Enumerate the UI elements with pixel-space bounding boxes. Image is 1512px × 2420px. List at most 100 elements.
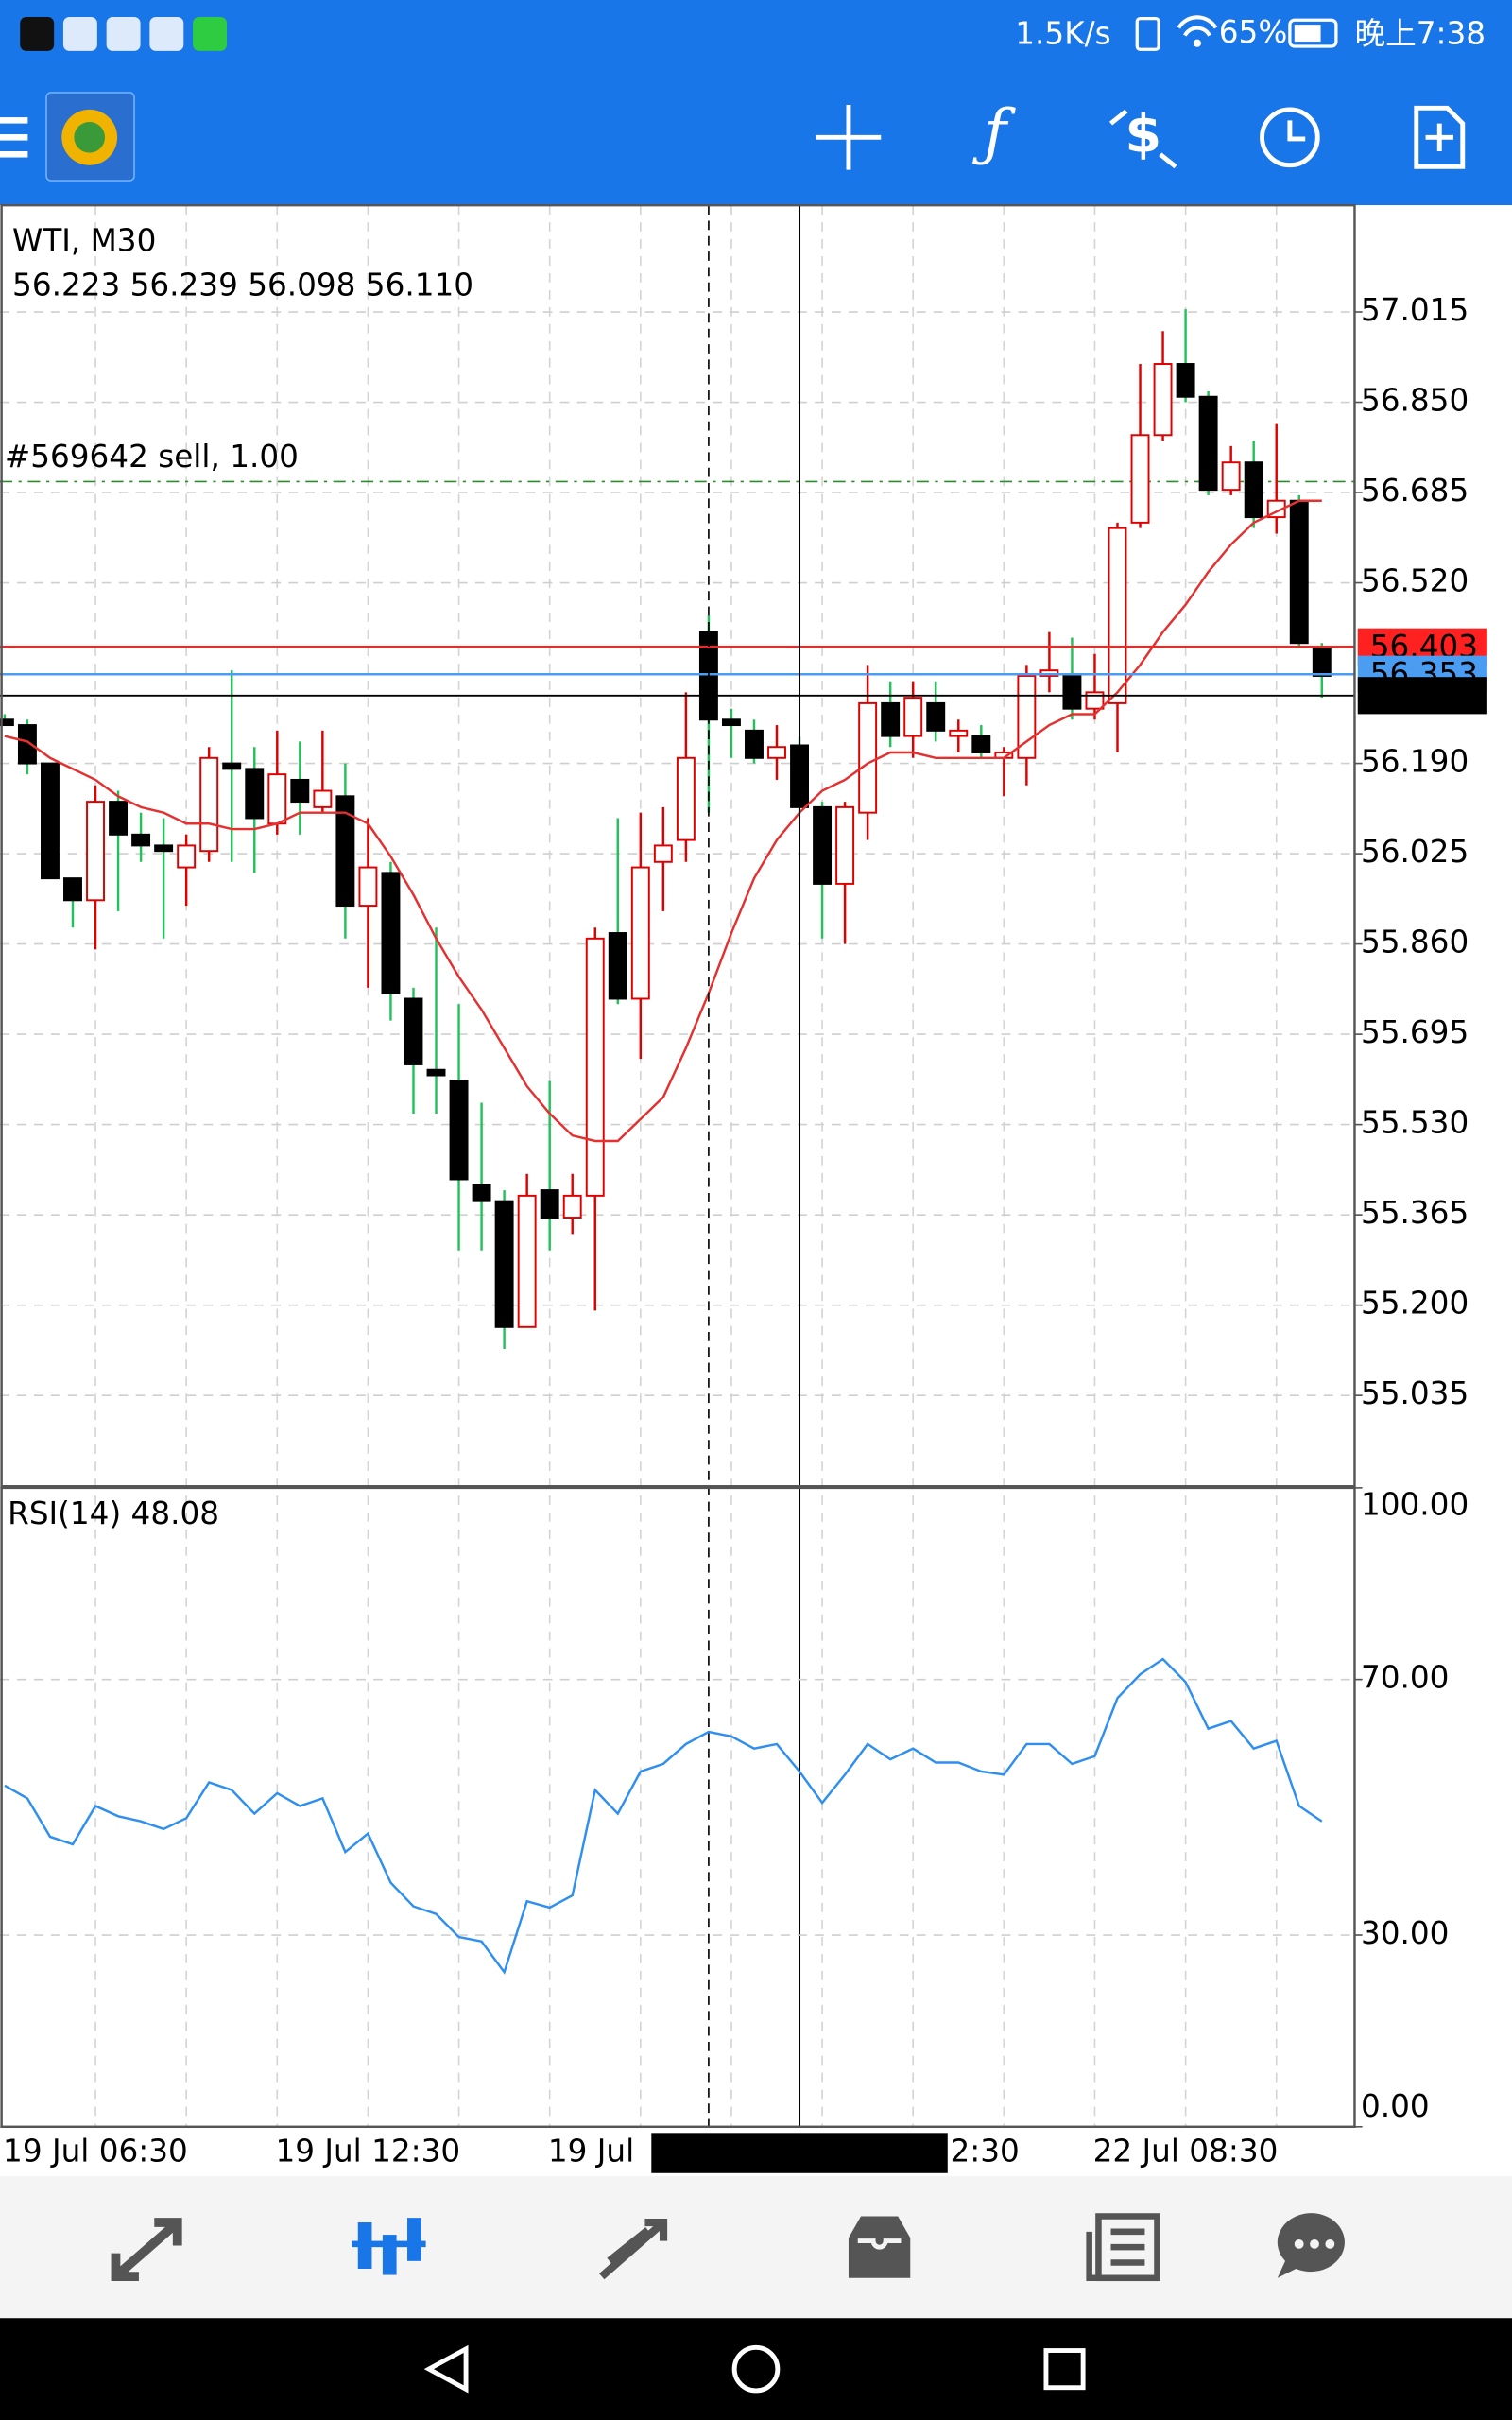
ohlc-readout: 56.223 56.239 56.098 56.110 [12, 268, 473, 303]
chart: 57.015 56.850 56.685 56.520 56.190 56.025 55.8… [0, 203, 1487, 2173]
candle-body [540, 1189, 559, 1219]
recents-button[interactable] [1043, 2348, 1086, 2391]
candle-body [585, 937, 605, 1197]
candle-body [1176, 363, 1195, 398]
x-tick-label: 22 Jul 08:30 [1093, 2134, 1279, 2169]
candle-body [404, 997, 423, 1065]
y-tick-label: 57.015 [1361, 292, 1469, 328]
panel-frame [0, 203, 1356, 1488]
y-tick-label: 30.00 [1361, 1915, 1449, 1951]
candle-body [494, 1200, 514, 1328]
candle-body [154, 844, 174, 853]
candle-body [608, 932, 627, 1000]
candle-body [313, 789, 333, 808]
network-speed: 1.5K/s [1015, 16, 1110, 52]
y-tick-label: 55.860 [1361, 925, 1469, 960]
candle-body [335, 795, 355, 908]
candle-body [971, 735, 991, 753]
candle-body [562, 1194, 582, 1219]
candle-body [1289, 499, 1309, 645]
rsi-line [4, 1657, 1323, 1975]
candle-body [1130, 434, 1150, 524]
battery-level: 65% [1219, 14, 1288, 50]
crosshair-tag [1357, 677, 1487, 715]
candle-body [630, 866, 650, 1000]
status-icons [20, 15, 1338, 51]
candle-body [199, 756, 219, 853]
candle-body [177, 844, 197, 869]
timeframe-tool[interactable] [1260, 107, 1320, 168]
candle-body [1153, 363, 1173, 437]
candle-body [131, 833, 151, 847]
candle-body [903, 697, 923, 737]
candle-body [381, 872, 401, 994]
candle-body [472, 1184, 491, 1202]
candle-body [949, 729, 969, 737]
app-logo[interactable] [45, 92, 135, 182]
candle-body [449, 1080, 469, 1181]
new-order-tool[interactable] [1414, 105, 1466, 169]
candle-body [835, 805, 855, 885]
nav-history[interactable] [848, 2216, 911, 2278]
indicator-title: RSI(14) 48.08 [8, 1495, 219, 1531]
candle-body [926, 701, 946, 732]
home-button[interactable] [731, 2344, 781, 2394]
nav-trade[interactable] [599, 2218, 668, 2280]
bottom-nav [0, 2176, 1512, 2319]
candle-body [426, 1068, 446, 1077]
candle-body [0, 718, 14, 727]
candle-body [745, 729, 764, 759]
candle-body [267, 773, 287, 825]
y-tick-label: 56.850 [1361, 383, 1469, 419]
trade-tool[interactable]: $ [1108, 103, 1177, 169]
candle-body [881, 701, 901, 737]
moving-average [4, 499, 1322, 1143]
menu-button[interactable] [0, 117, 28, 158]
y-tick-label: 55.200 [1361, 1286, 1469, 1322]
x-tick-label: 19 Jul [548, 2134, 634, 2169]
candle-body [858, 701, 878, 814]
candle-body [721, 718, 741, 727]
y-tick-label: 55.365 [1361, 1195, 1469, 1231]
crosshair-time: 2019.07.22 02:00 [662, 2134, 936, 2169]
candle-body [17, 724, 37, 765]
y-tick-label: 55.695 [1361, 1014, 1469, 1050]
candle-body [358, 866, 378, 908]
crosshair-time-tag [651, 2133, 948, 2173]
chart-background [0, 205, 1512, 2177]
system-nav [0, 2318, 1512, 2420]
nav-chart[interactable] [352, 2218, 426, 2275]
crosshair-tool[interactable] [816, 105, 882, 170]
candle-body [517, 1194, 537, 1328]
back-button[interactable] [423, 2344, 469, 2394]
nav-chat[interactable] [1277, 2213, 1345, 2278]
panel-frame [0, 1486, 1356, 2129]
y-tick-label: 55.530 [1361, 1105, 1469, 1141]
y-tick-label: 100.00 [1361, 1486, 1469, 1522]
y-tick-label: 55.035 [1361, 1375, 1469, 1411]
x-tick-label: 19 Jul 06:30 [3, 2134, 188, 2169]
candle-body [767, 746, 786, 759]
app-header [0, 0, 1512, 206]
candle-body [290, 778, 310, 804]
y-tick-label: 0.00 [1361, 2088, 1430, 2124]
nav-quotes[interactable] [111, 2218, 182, 2282]
y-tick-label: 56.190 [1361, 744, 1469, 780]
candle-body [41, 762, 60, 880]
candle-body [109, 801, 129, 836]
candle-body [1198, 395, 1218, 492]
candle-body [1221, 461, 1241, 492]
y-tick-label: 56.685 [1361, 473, 1469, 509]
chart-title: WTI, M30 [12, 222, 156, 258]
candle-body [676, 756, 696, 841]
crosshair-price: 56.314 [1370, 677, 1478, 713]
candle-body [1244, 461, 1263, 519]
candle-body [86, 801, 105, 902]
nav-news[interactable] [1086, 2213, 1160, 2282]
y-tick-label: 56.025 [1361, 834, 1469, 870]
clock: 晚上7:38 [1354, 16, 1486, 52]
candle-body [1062, 674, 1082, 710]
x-tick-label: 2:30 [951, 2134, 1020, 2169]
candle-body [653, 844, 673, 863]
